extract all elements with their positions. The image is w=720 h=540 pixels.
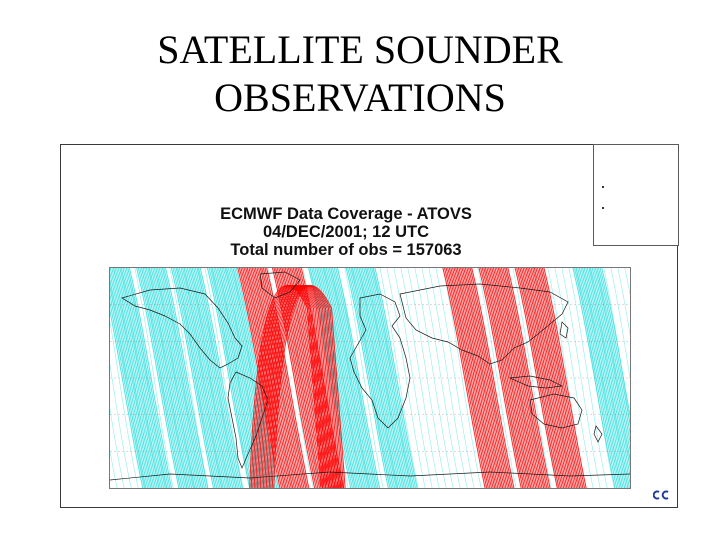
lon-tick-label: ··· [221, 265, 225, 270]
coastline-australia [529, 393, 583, 429]
lon-tick-label: ··· [299, 265, 303, 270]
graticule [110, 304, 630, 452]
coastline-japan [559, 321, 569, 339]
figure-title-line-2: 04/DEC/2001; 12 UTC [263, 223, 429, 241]
swath-series-2 [110, 268, 173, 488]
legend-marker [602, 186, 604, 188]
swath-series-2 [345, 268, 418, 488]
coastline-north-america [121, 287, 243, 369]
swath-series-2 [572, 268, 630, 488]
coastline-antarctica [110, 471, 630, 481]
lon-tick-label: ··· [377, 265, 381, 270]
coverage-map-figure: ECMWF Data Coverage - ATOVS 04/DEC/2001;… [60, 144, 679, 508]
lon-tick-label: ··· [533, 265, 537, 270]
lon-tick-label: ··· [143, 265, 147, 270]
ecmwf-logo-icon [652, 489, 671, 503]
lon-tick-label: ··· [455, 265, 459, 270]
slide-title-line-2: OBSERVATIONS [214, 75, 506, 120]
figure-title-line-3: Total number of obs = 157063 [230, 241, 462, 259]
swath-layer [110, 268, 630, 488]
figure-title-line-1: ECMWF Data Coverage - ATOVS [220, 205, 472, 223]
ecmwf-logo-mark [652, 490, 669, 500]
legend-marker [602, 207, 604, 209]
slide-title: SATELLITE SOUNDER OBSERVATIONS [0, 26, 720, 122]
coastline-south-america [227, 371, 269, 469]
coverage-map-canvas [110, 268, 630, 488]
slide-title-line-1: SATELLITE SOUNDER [157, 27, 563, 72]
coastline-greenland [259, 271, 301, 299]
coastline-europe-africa [349, 293, 411, 429]
legend-entry-1 [602, 184, 614, 189]
coastline-asia [399, 283, 569, 365]
swath-series-1 [514, 268, 587, 488]
swath-series-1 [271, 268, 344, 488]
coastline-layer [110, 271, 630, 481]
coastline-indonesia [508, 375, 564, 389]
swath-series-1 [442, 268, 515, 488]
swath-series-1 [237, 268, 310, 488]
swath-series-1 [478, 268, 551, 488]
legend-box [593, 144, 679, 246]
legend-entry-2 [602, 205, 614, 210]
world-map [109, 267, 631, 489]
coastline-new-zealand [593, 425, 603, 443]
swath-series-2 [170, 268, 243, 488]
